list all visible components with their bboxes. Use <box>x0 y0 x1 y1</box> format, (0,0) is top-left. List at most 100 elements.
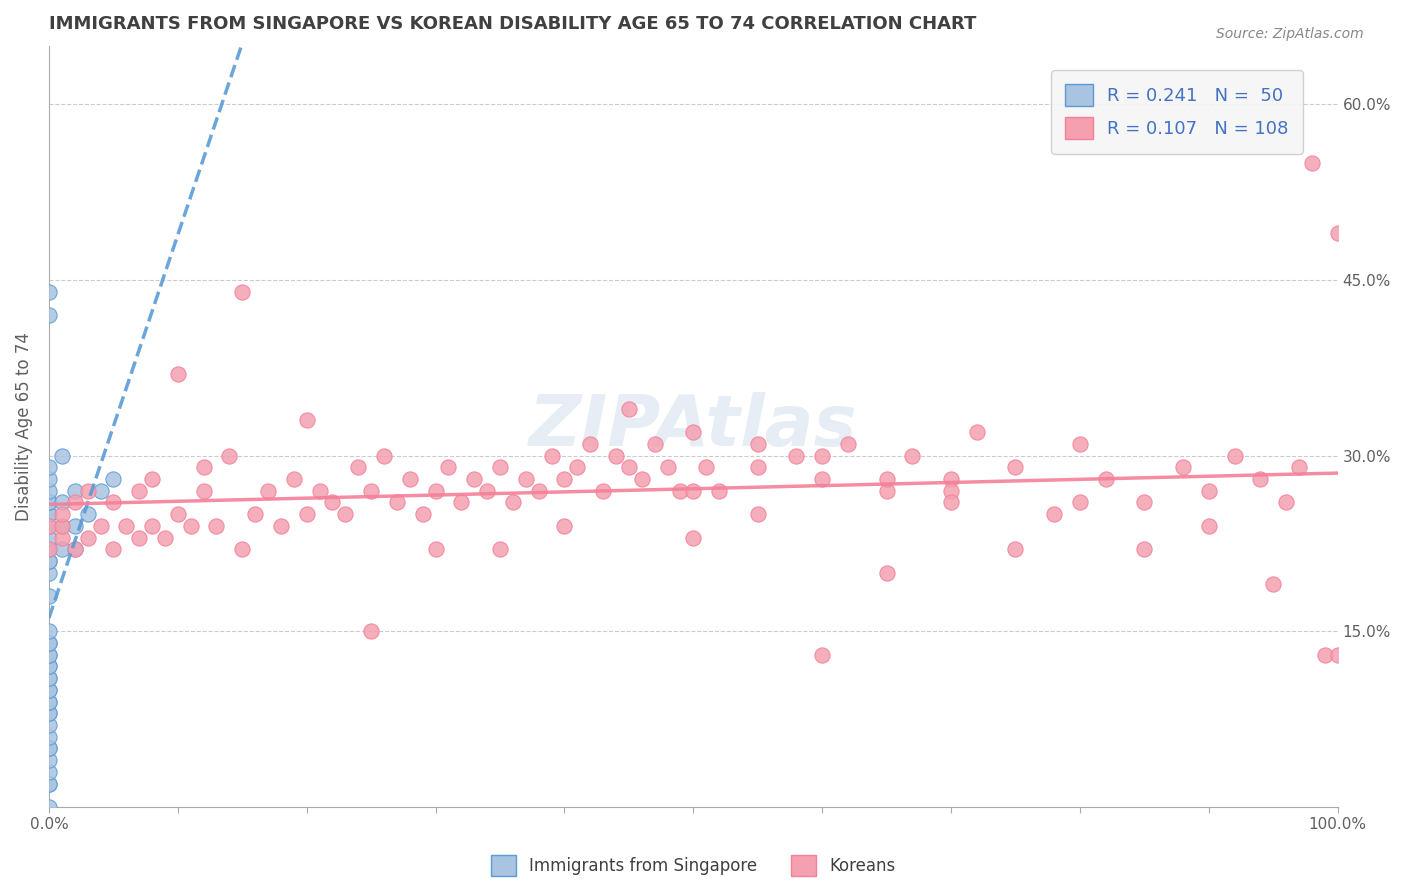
Point <box>38 554 60 568</box>
Point <box>38 636 60 650</box>
Point <box>38 483 60 498</box>
Point <box>38 682 60 697</box>
Point <box>76 531 98 545</box>
Point <box>747 437 769 451</box>
Point <box>360 624 382 639</box>
Point <box>617 460 640 475</box>
Point <box>901 449 924 463</box>
Point <box>682 531 704 545</box>
Point <box>283 472 305 486</box>
Point <box>1004 460 1026 475</box>
Point <box>669 483 692 498</box>
Point <box>682 483 704 498</box>
Point <box>38 695 60 709</box>
Point <box>682 425 704 440</box>
Point <box>695 460 717 475</box>
Point <box>876 483 898 498</box>
Point <box>103 495 125 509</box>
Point <box>38 507 60 521</box>
Point <box>502 495 524 509</box>
Point <box>166 367 188 381</box>
Point <box>785 449 807 463</box>
Point <box>115 519 138 533</box>
Point <box>51 495 73 509</box>
Point <box>1275 495 1298 509</box>
Legend: R = 0.241   N =  50, R = 0.107   N = 108: R = 0.241 N = 50, R = 0.107 N = 108 <box>1052 70 1303 153</box>
Point <box>1198 519 1220 533</box>
Point <box>257 483 280 498</box>
Point <box>38 495 60 509</box>
Point <box>335 507 357 521</box>
Point <box>63 519 86 533</box>
Point <box>38 624 60 639</box>
Point <box>38 542 60 557</box>
Point <box>1094 472 1116 486</box>
Text: ZIPAtlas: ZIPAtlas <box>529 392 858 461</box>
Point <box>38 589 60 603</box>
Point <box>51 542 73 557</box>
Point <box>51 519 73 533</box>
Point <box>347 460 370 475</box>
Point <box>38 706 60 721</box>
Point <box>270 519 292 533</box>
Point <box>231 285 253 299</box>
Point <box>1004 542 1026 557</box>
Point <box>38 753 60 767</box>
Point <box>811 648 834 662</box>
Point <box>1133 495 1156 509</box>
Point <box>515 472 537 486</box>
Point <box>38 718 60 732</box>
Point <box>605 449 627 463</box>
Point <box>218 449 240 463</box>
Point <box>38 648 60 662</box>
Text: IMMIGRANTS FROM SINGAPORE VS KOREAN DISABILITY AGE 65 TO 74 CORRELATION CHART: IMMIGRANTS FROM SINGAPORE VS KOREAN DISA… <box>49 15 976 33</box>
Point <box>141 472 163 486</box>
Point <box>180 519 202 533</box>
Point <box>38 507 60 521</box>
Point <box>527 483 550 498</box>
Point <box>76 483 98 498</box>
Point <box>231 542 253 557</box>
Point <box>811 472 834 486</box>
Point <box>1288 460 1310 475</box>
Point <box>412 507 434 521</box>
Point <box>385 495 408 509</box>
Point <box>51 531 73 545</box>
Point <box>38 519 60 533</box>
Point <box>644 437 666 451</box>
Point <box>966 425 988 440</box>
Point <box>617 401 640 416</box>
Point <box>1326 226 1348 240</box>
Point <box>243 507 266 521</box>
Point <box>63 542 86 557</box>
Point <box>153 531 176 545</box>
Point <box>38 285 60 299</box>
Point <box>89 483 111 498</box>
Point <box>1223 449 1246 463</box>
Point <box>553 472 575 486</box>
Point <box>747 460 769 475</box>
Point <box>579 437 602 451</box>
Point <box>939 483 962 498</box>
Point <box>38 764 60 779</box>
Point <box>38 671 60 685</box>
Point <box>939 472 962 486</box>
Point <box>38 776 60 790</box>
Point <box>128 483 150 498</box>
Point <box>38 554 60 568</box>
Point <box>425 483 447 498</box>
Point <box>876 566 898 580</box>
Point <box>321 495 343 509</box>
Point <box>1069 437 1091 451</box>
Point <box>38 519 60 533</box>
Point <box>193 460 215 475</box>
Point <box>398 472 420 486</box>
Point <box>553 519 575 533</box>
Point <box>489 460 512 475</box>
Point <box>592 483 614 498</box>
Point <box>630 472 652 486</box>
Point <box>1198 483 1220 498</box>
Point <box>811 449 834 463</box>
Point <box>103 472 125 486</box>
Y-axis label: Disability Age 65 to 74: Disability Age 65 to 74 <box>15 332 32 521</box>
